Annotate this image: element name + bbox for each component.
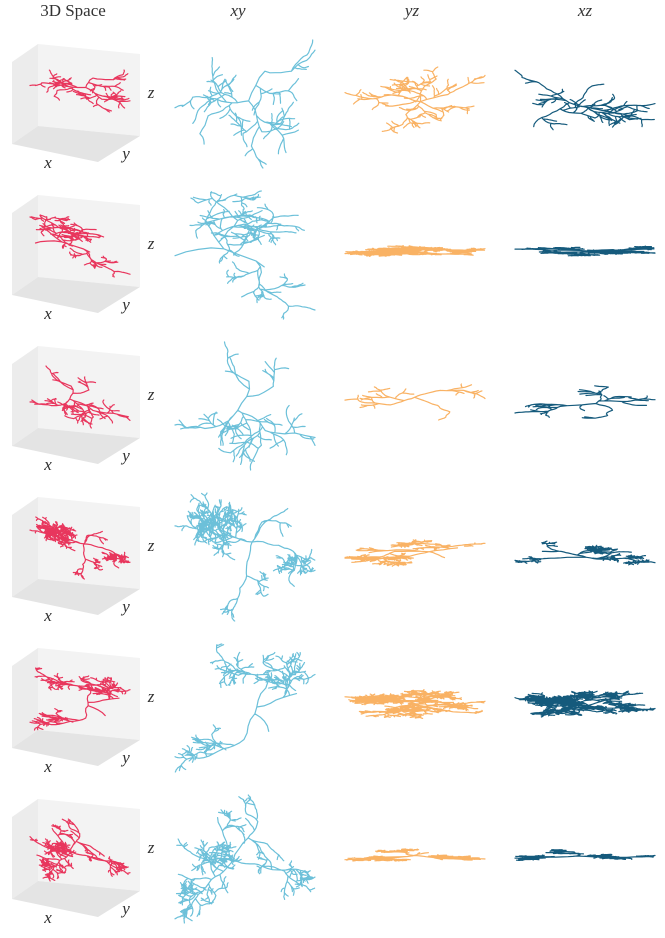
neuron-trace — [174, 190, 316, 320]
pane-back — [38, 799, 140, 891]
axis-label-z: z — [147, 687, 155, 706]
row-panel: z x y — [12, 190, 656, 323]
column-header: xz — [577, 1, 593, 20]
neuron-trace — [29, 69, 131, 113]
row-panel: z x y — [12, 643, 656, 776]
neuron-trace — [514, 69, 656, 131]
neuron-trace — [29, 214, 131, 278]
pane-floor — [12, 730, 140, 766]
row-panel: z x y — [12, 39, 656, 172]
neuron-trace — [514, 385, 656, 419]
pane-floor — [12, 579, 140, 615]
row-panel: z x y — [12, 341, 656, 474]
column-header: 3D Space — [40, 1, 106, 20]
pane-back — [38, 346, 140, 438]
neuron-trace — [29, 516, 131, 580]
neuron-trace — [174, 794, 316, 924]
neuron-trace — [174, 492, 316, 622]
neuron-trace — [514, 690, 656, 718]
axis-label-y: y — [120, 144, 130, 163]
pane-left — [12, 497, 38, 597]
axis-label-x: x — [43, 757, 52, 776]
pane-floor — [12, 126, 140, 162]
pane-floor — [12, 428, 140, 464]
pane-floor — [12, 277, 140, 313]
column-header: xy — [229, 1, 246, 20]
row-panel: z x y — [12, 492, 656, 625]
axis-label-x: x — [43, 455, 52, 474]
neuron-trace — [514, 849, 656, 861]
column-header: yz — [403, 1, 420, 20]
pane-back — [38, 44, 140, 136]
axis-label-y: y — [120, 597, 130, 616]
axis-label-y: y — [120, 295, 130, 314]
neuron-trace — [514, 245, 656, 257]
row-panel: z x y — [12, 794, 656, 927]
axis-label-x: x — [43, 908, 52, 927]
axis-label-y: y — [120, 446, 130, 465]
axis-label-x: x — [43, 153, 52, 172]
neuron-trace — [514, 540, 656, 566]
neuron-trace — [344, 66, 486, 134]
neuron-trace — [344, 848, 486, 862]
neuron-trace — [174, 643, 316, 773]
axis-label-y: y — [120, 899, 130, 918]
pane-floor — [12, 881, 140, 917]
neuron-trace — [344, 383, 486, 421]
pane-left — [12, 799, 38, 899]
neuron-trace — [174, 39, 316, 169]
axis-label-y: y — [120, 748, 130, 767]
neuron-trace — [29, 667, 131, 731]
neuron-trace — [29, 818, 131, 882]
neuron-trace — [344, 689, 486, 719]
axis-label-z: z — [147, 838, 155, 857]
axis-label-x: x — [43, 606, 52, 625]
axis-label-x: x — [43, 304, 52, 323]
neuron-trace — [344, 245, 486, 257]
neuron-trace — [344, 539, 486, 567]
axis-label-z: z — [147, 234, 155, 253]
pane-back — [38, 497, 140, 589]
pane-left — [12, 195, 38, 295]
pane-left — [12, 346, 38, 446]
axis-label-z: z — [147, 385, 155, 404]
axis-label-z: z — [147, 536, 155, 555]
axis-label-z: z — [147, 83, 155, 102]
neuron-trace — [29, 365, 131, 429]
neuron-trace — [174, 341, 316, 471]
pane-left — [12, 44, 38, 144]
